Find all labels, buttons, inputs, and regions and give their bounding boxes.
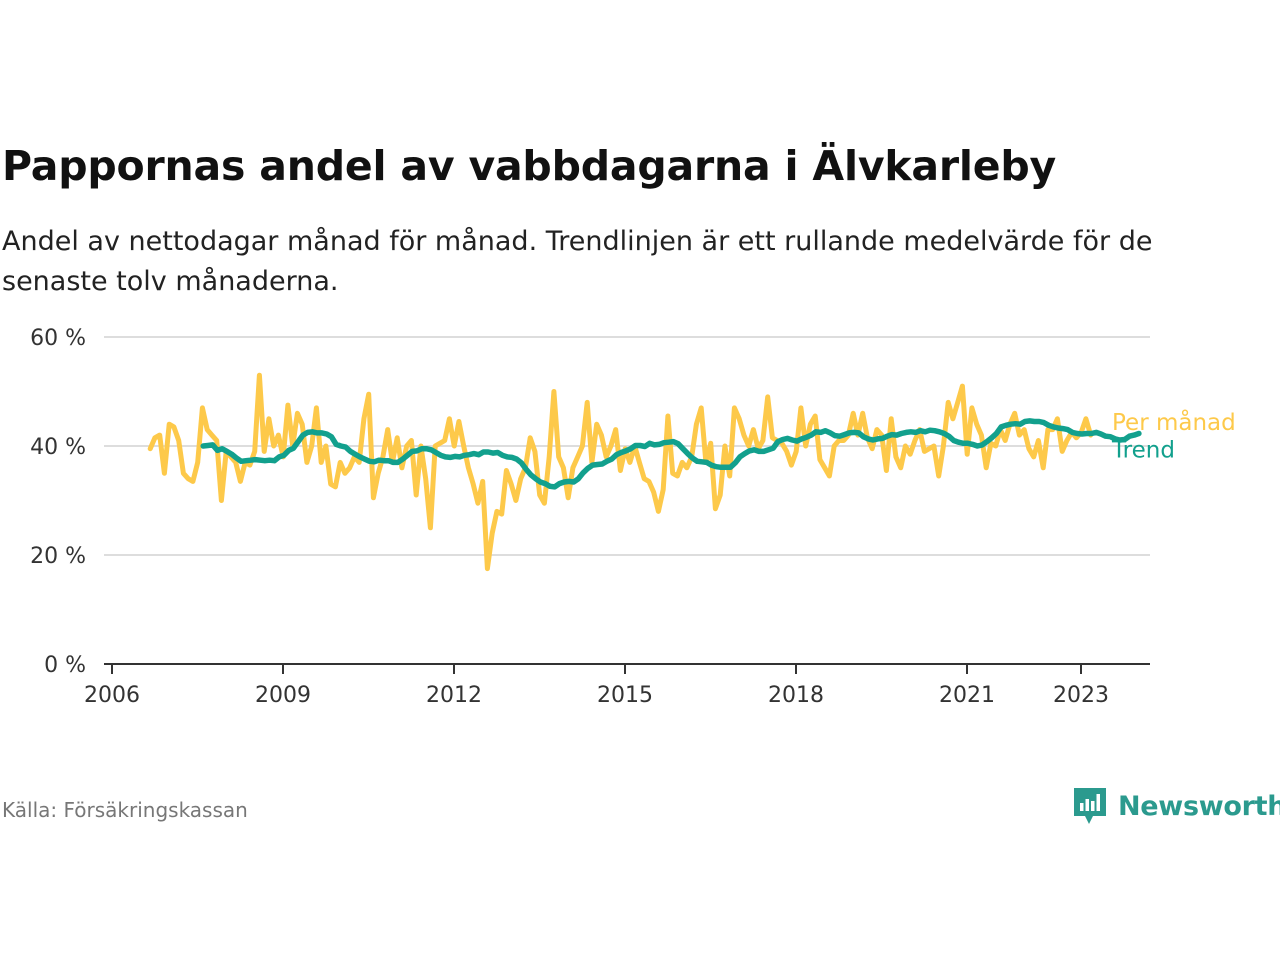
chart-subtitle: Andel av nettodagar månad för månad. Tre… [2,226,1153,297]
legend-label-trend: Trend [1111,437,1175,463]
series-line-trend [200,418,1142,490]
x-tick-label: 2006 [84,683,140,708]
series-lines [147,372,1142,572]
y-tick-label: 20 % [30,544,86,569]
legend-label-per-month: Per månad [1112,408,1236,436]
chart-title: Pappornas andel av vabbdagarna i Älvkarl… [2,142,1057,190]
y-tick-label: 0 % [44,653,86,678]
bar-chart-speech-bubble-icon [1074,788,1106,824]
x-tick-label: 2018 [768,683,824,708]
x-axis: 2006 2009 2012 2015 2018 2021 2023 [84,663,1150,708]
x-tick-label: 2009 [255,683,311,708]
y-tick-label: 60 % [30,326,86,351]
brand-name: Newsworthy [1118,790,1280,822]
x-tick-label: 2023 [1053,683,1109,708]
y-axis-tick-labels: 0 % 20 % 40 % 60 % [30,326,86,678]
y-tick-label: 40 % [30,435,86,460]
line-chart: 0 % 20 % 40 % 60 % 2006 2009 2012 2015 2018 2021… [30,326,1236,708]
source-note: Källa: Försäkringskassan [2,798,248,822]
series-line-per-month [147,372,1094,572]
x-tick-label: 2021 [939,683,995,708]
x-tick-label: 2012 [426,683,482,708]
brand-logo: Newsworthy [1072,786,1280,826]
x-tick-label: 2015 [597,683,653,708]
